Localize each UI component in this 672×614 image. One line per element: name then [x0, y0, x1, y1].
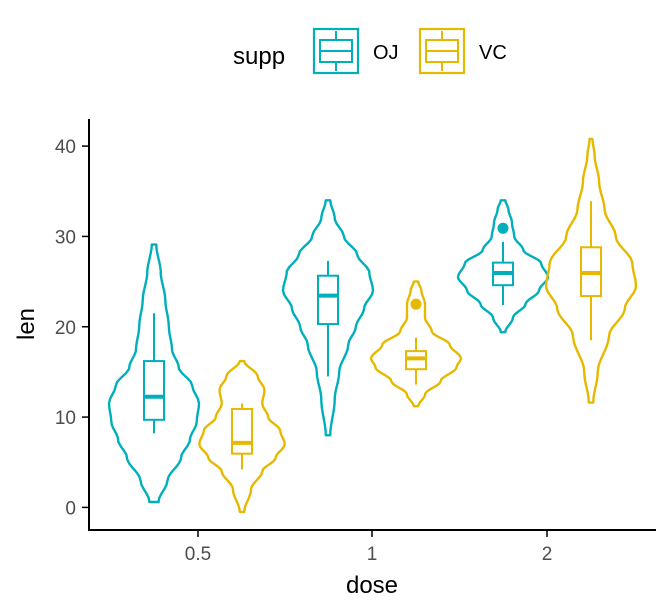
box-VC-0_5 — [231, 407, 253, 455]
violin-OJ-2 — [456, 199, 550, 334]
plot-area — [107, 137, 638, 514]
y-tick-label-4: 40 — [55, 137, 76, 158]
box-OJ-1 — [317, 274, 339, 326]
x-axis-title: dose — [346, 572, 398, 599]
x-tick-label-1: 1 — [367, 544, 378, 565]
outlier-VC-1-0 — [410, 298, 422, 310]
y-tick-label-1: 10 — [55, 408, 76, 429]
violin-OJ-0_5 — [107, 243, 201, 504]
legend-item-VC: VC — [418, 27, 507, 75]
violin-OJ-1 — [281, 199, 375, 437]
violin-VC-0_5 — [198, 359, 286, 514]
legend-label-VC: VC — [479, 42, 507, 64]
y-tick-label-0: 0 — [65, 498, 76, 519]
legend-title: supp — [233, 43, 285, 70]
violin-VC-2 — [544, 137, 638, 404]
axes: 0 10 20 30 40 0.5 1 2 dose len — [13, 119, 656, 599]
y-axis-title: len — [13, 308, 40, 340]
box-OJ-0_5 — [143, 360, 165, 421]
legend: supp OJ VC — [233, 27, 507, 75]
legend-label-OJ: OJ — [373, 42, 399, 64]
outlier-OJ-2-0 — [497, 222, 509, 234]
x-tick-label-0: 0.5 — [185, 544, 211, 565]
y-tick-label-3: 30 — [55, 227, 76, 248]
legend-item-OJ: OJ — [312, 27, 399, 75]
x-tick-label-2: 2 — [542, 544, 553, 565]
violin-VC-1 — [369, 280, 463, 408]
y-tick-label-2: 20 — [55, 318, 76, 339]
